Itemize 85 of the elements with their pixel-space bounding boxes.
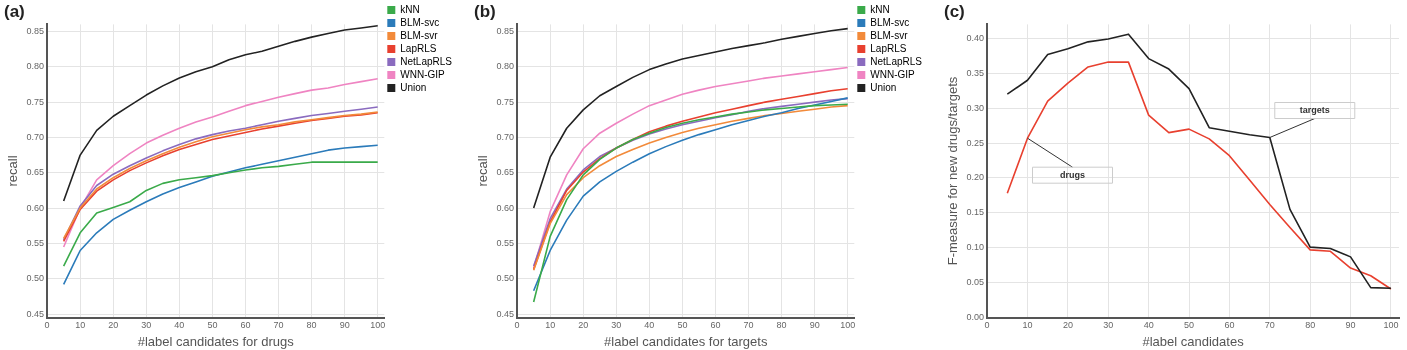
chart-title: (b): [474, 1, 496, 21]
x-tick-label: 40: [174, 320, 185, 331]
annotation: drugs: [1059, 169, 1086, 180]
legend-label: NetLapRLS: [400, 55, 453, 67]
x-tick-label: 80: [1305, 320, 1316, 331]
y-tick-label: 0.80: [496, 61, 515, 72]
x-tick-label: 30: [1103, 320, 1114, 331]
x-tick-label: 70: [1264, 320, 1275, 331]
y-tick-label: 0.65: [26, 167, 45, 178]
legend-label: BLM-svr: [870, 29, 909, 41]
chart-title: (c): [944, 1, 965, 21]
x-tick-label: 50: [677, 320, 688, 331]
y-tick-label: 0.10: [966, 242, 985, 253]
x-tick-label: 50: [207, 320, 218, 331]
y-tick-label: 0.45: [496, 308, 515, 319]
y-tick-label: 0.55: [496, 237, 515, 248]
chart-title: (a): [4, 1, 25, 21]
y-tick-label: 0.60: [26, 202, 45, 213]
x-tick-label: 90: [1345, 320, 1356, 331]
y-tick-label: 0.50: [496, 273, 515, 284]
y-tick-label: 0.35: [966, 67, 985, 78]
x-tick-label: 20: [108, 320, 119, 331]
legend-label: LapRLS: [400, 42, 437, 54]
legend-label: Union: [870, 81, 897, 93]
x-tick-label: 90: [339, 320, 350, 331]
x-axis-title: #label candidates for drugs: [137, 333, 295, 349]
x-tick-label: 60: [1224, 320, 1235, 331]
y-tick-label: 0.70: [496, 131, 515, 142]
x-tick-label: 30: [141, 320, 152, 331]
y-tick-label: 0.55: [26, 237, 45, 248]
x-tick-label: 0: [514, 320, 520, 331]
x-tick-label: 40: [1143, 320, 1154, 331]
legend-label: kNN: [870, 3, 890, 15]
y-axis-title: F-measure for new drugs/targets: [945, 76, 961, 266]
x-tick-label: 40: [644, 320, 655, 331]
x-tick-label: 100: [840, 320, 856, 331]
x-tick-label: 80: [306, 320, 317, 331]
legend-label: Union: [400, 81, 427, 93]
y-tick-label: 0.75: [26, 96, 45, 107]
y-tick-label: 0.60: [496, 202, 515, 213]
legend-label: WNN-GIP: [870, 68, 916, 80]
y-axis-title: recall: [475, 155, 491, 187]
x-tick-label: 90: [809, 320, 820, 331]
legend-label: NetLapRLS: [870, 55, 923, 67]
x-tick-label: 20: [1062, 320, 1073, 331]
x-tick-label: 100: [1383, 320, 1399, 331]
x-tick-label: 20: [578, 320, 589, 331]
x-axis-title: #label candidates for targets: [604, 333, 768, 349]
y-tick-label: 0.30: [966, 102, 985, 113]
y-tick-label: 0.85: [496, 25, 515, 36]
legend-label: kNN: [400, 3, 420, 15]
y-tick-label: 0.85: [26, 25, 45, 36]
x-tick-label: 60: [240, 320, 251, 331]
x-axis-title: #label candidates: [1142, 333, 1245, 349]
legend-label: BLM-svc: [870, 16, 910, 28]
y-tick-label: 0.70: [26, 131, 45, 142]
y-tick-label: 0.75: [496, 96, 515, 107]
annotation: targets: [1299, 104, 1330, 115]
x-tick-label: 10: [1022, 320, 1033, 331]
y-tick-label: 0.50: [26, 273, 45, 284]
x-tick-label: 10: [545, 320, 556, 331]
x-tick-label: 70: [273, 320, 284, 331]
legend-label: BLM-svr: [400, 29, 439, 41]
x-tick-label: 30: [611, 320, 622, 331]
y-tick-label: 0.65: [496, 167, 515, 178]
x-tick-label: 50: [1184, 320, 1195, 331]
y-axis-title: recall: [5, 155, 21, 187]
y-tick-label: 0.80: [26, 61, 45, 72]
x-tick-label: 0: [44, 320, 50, 331]
y-tick-label: 0.25: [966, 137, 985, 148]
x-tick-label: 70: [743, 320, 754, 331]
legend-label: BLM-svc: [400, 16, 440, 28]
x-tick-label: 100: [370, 320, 386, 331]
legend-label: LapRLS: [870, 42, 907, 54]
y-tick-label: 0.15: [966, 207, 985, 218]
y-tick-label: 0.05: [966, 277, 985, 288]
x-tick-label: 80: [776, 320, 787, 331]
x-tick-label: 10: [75, 320, 86, 331]
y-tick-label: 0.40: [966, 32, 985, 43]
y-tick-label: 0.45: [26, 308, 45, 319]
y-tick-label: 0.00: [966, 312, 985, 323]
x-tick-label: 0: [984, 320, 990, 331]
x-tick-label: 60: [710, 320, 721, 331]
legend-label: WNN-GIP: [400, 68, 446, 80]
y-tick-label: 0.20: [966, 172, 985, 183]
